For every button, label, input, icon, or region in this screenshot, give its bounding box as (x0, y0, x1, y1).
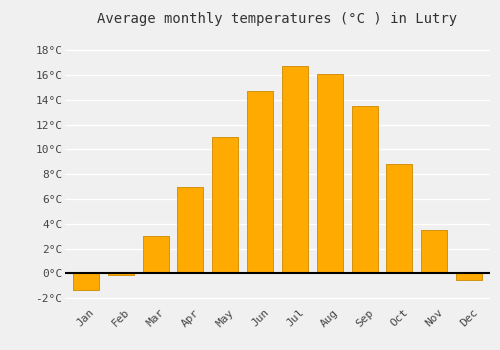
Bar (142, 236, 169, 273)
Bar (212, 137, 238, 273)
Bar (73, 273, 99, 289)
Title: Average monthly temperatures (°C ) in Lutry: Average monthly temperatures (°C ) in Lu… (98, 12, 458, 26)
Bar (352, 106, 378, 273)
Bar (178, 187, 204, 273)
Bar (456, 273, 482, 280)
Bar (247, 91, 273, 273)
Bar (316, 74, 343, 273)
Bar (421, 230, 448, 273)
Bar (282, 66, 308, 273)
Bar (386, 164, 412, 273)
Bar (108, 273, 134, 275)
